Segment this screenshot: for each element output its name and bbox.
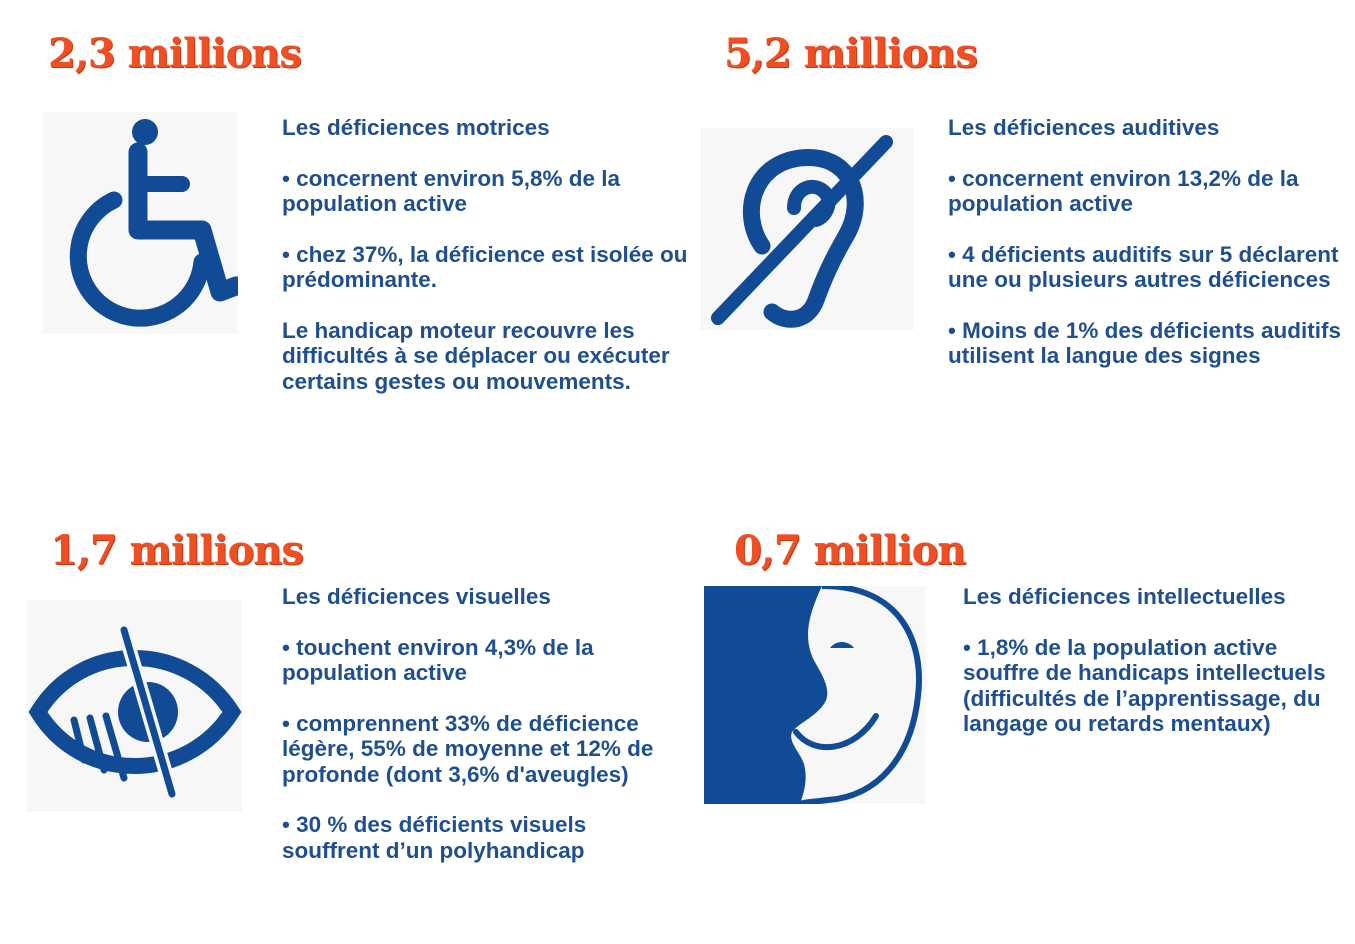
- deaf-ear-icon: [700, 128, 914, 330]
- paragraph: Le handicap moteur recouvre les difficul…: [282, 317, 670, 394]
- text-intellectual: Les déficiences intellectuelles • 1,8% d…: [963, 584, 1333, 737]
- paragraph: • Moins de 1% des déficients auditifs ut…: [948, 317, 1341, 369]
- paragraph: • 1,8% de la population active souffre d…: [963, 634, 1326, 737]
- paragraph: • concernent environ 13,2% de la populat…: [948, 165, 1299, 217]
- paragraph: • concernent environ 5,8% de la populati…: [282, 165, 620, 217]
- text-hearing: Les déficiences auditives • concernent e…: [948, 115, 1348, 369]
- section-title: Les déficiences motrices: [282, 115, 550, 140]
- paragraph: • comprennent 33% de déficience légère, …: [282, 710, 654, 787]
- wheelchair-icon: [42, 112, 238, 334]
- stat-hearing: 5,2 millions: [724, 30, 978, 77]
- stat-visual: 1,7 millions: [50, 527, 304, 574]
- text-visual: Les déficiences visuelles • touchent env…: [282, 584, 682, 863]
- paragraph: • 30 % des déficients visuels souffrent …: [282, 812, 587, 863]
- section-title: Les déficiences visuelles: [282, 584, 551, 609]
- stat-intellectual: 0,7 million: [734, 527, 966, 574]
- section-title: Les déficiences auditives: [948, 115, 1220, 140]
- text-motor: Les déficiences motrices • concernent en…: [282, 115, 692, 394]
- section-title: Les déficiences intellectuelles: [963, 584, 1286, 609]
- paragraph: • touchent environ 4,3% de la population…: [282, 634, 594, 686]
- visual-impairment-eye-icon: [26, 600, 242, 812]
- stat-motor: 2,3 millions: [48, 30, 302, 77]
- smiling-face-icon: [704, 586, 926, 804]
- paragraph: • 4 déficients auditifs sur 5 déclarent …: [948, 241, 1339, 293]
- paragraph: • chez 37%, la déficience est isolée ou …: [282, 241, 688, 293]
